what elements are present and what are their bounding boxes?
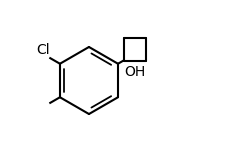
Text: OH: OH	[124, 65, 146, 79]
Text: Cl: Cl	[36, 43, 49, 57]
